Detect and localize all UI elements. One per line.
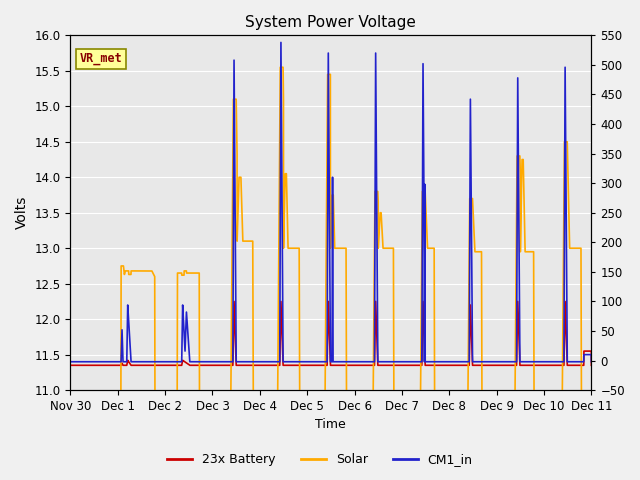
Title: System Power Voltage: System Power Voltage [245, 15, 416, 30]
Legend: 23x Battery, Solar, CM1_in: 23x Battery, Solar, CM1_in [163, 448, 477, 471]
Text: VR_met: VR_met [80, 52, 122, 65]
X-axis label: Time: Time [316, 419, 346, 432]
Y-axis label: Volts: Volts [15, 196, 29, 229]
